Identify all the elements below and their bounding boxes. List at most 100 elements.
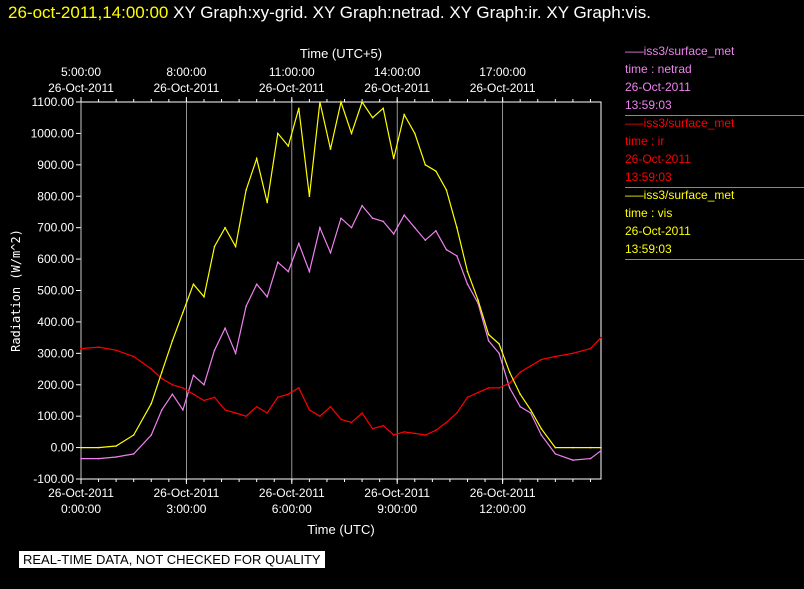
data-point-netrad — [171, 393, 174, 395]
y-tick-label: 800.00 — [37, 189, 74, 203]
data-point-netrad — [340, 217, 342, 220]
header-title: 26-oct-2011,14:00:00 XY Graph:xy-grid. X… — [8, 3, 651, 23]
data-point-ir — [529, 365, 532, 367]
data-point-netrad — [213, 349, 216, 351]
data-point-ir — [308, 409, 311, 411]
data-point-ir — [171, 383, 174, 386]
data-point-netrad — [456, 255, 458, 257]
data-point-vis — [508, 371, 511, 373]
data-point-ir — [97, 346, 100, 348]
data-point-ir — [115, 349, 117, 351]
data-point-netrad — [161, 409, 163, 411]
data-point-vis — [171, 339, 174, 342]
y-tick-label: 200.00 — [37, 378, 74, 392]
y-axis-label: Radiation (W/m^2) — [9, 229, 23, 352]
data-point-vis — [403, 113, 406, 116]
data-point-vis — [466, 270, 469, 273]
data-point-vis — [266, 201, 269, 204]
legend-series: —–iss3/surface_met — [625, 188, 735, 202]
data-point-netrad — [245, 305, 247, 308]
x-top-tick-label-time: 17:00:00 — [479, 65, 526, 79]
data-point-vis — [340, 101, 342, 103]
data-point-netrad — [572, 459, 574, 461]
data-point-netrad — [519, 405, 521, 408]
data-point-netrad — [382, 220, 384, 223]
data-point-netrad — [132, 453, 135, 455]
data-point-netrad — [319, 226, 321, 229]
y-tick-label: 900.00 — [37, 158, 74, 172]
legend-series: —–iss3/surface_met — [625, 116, 735, 130]
data-point-vis — [392, 157, 395, 160]
data-point-netrad — [234, 352, 237, 355]
data-point-vis — [255, 157, 258, 160]
data-point-ir — [445, 421, 448, 424]
data-point-netrad — [224, 327, 226, 330]
data-point-ir — [382, 424, 384, 427]
data-point-ir — [213, 396, 216, 399]
y-tick-label: 1100.00 — [32, 95, 75, 109]
y-tick-label: 700.00 — [37, 221, 74, 235]
data-point-ir — [572, 352, 574, 355]
x-top-axis-label: Time (UTC+5) — [300, 46, 382, 61]
data-point-vis — [287, 145, 290, 147]
data-point-netrad — [150, 434, 153, 436]
data-point-ir — [403, 431, 406, 433]
data-point-vis — [413, 132, 416, 135]
data-point-vis — [498, 343, 500, 345]
data-point-ir — [456, 412, 458, 414]
legend-series: —–iss3/surface_met — [625, 44, 735, 58]
header-timestamp: 26-oct-2011,14:00:00 — [8, 3, 169, 22]
x-tick-label-date: 26-Oct-2011 — [470, 486, 536, 500]
data-point-vis — [308, 195, 311, 198]
x-tick-label-date: 26-Oct-2011 — [259, 486, 325, 500]
data-point-vis — [572, 446, 574, 449]
data-point-vis — [600, 446, 602, 449]
data-point-ir — [487, 387, 490, 389]
data-point-vis — [456, 226, 458, 229]
legend-ir: —–iss3/surface_met time : ir 26-Oct-2011… — [625, 114, 804, 188]
data-point-vis — [276, 132, 279, 135]
x-tick-label-date: 26-Oct-2011 — [364, 486, 430, 500]
legend-date: 26-Oct-2011 — [625, 80, 691, 94]
data-point-ir — [508, 382, 511, 384]
data-point-netrad — [255, 283, 258, 286]
data-point-ir — [319, 415, 321, 417]
data-point-ir — [371, 427, 374, 430]
x-top-tick-label-time: 11:00:00 — [269, 65, 315, 79]
legend-divider — [625, 115, 804, 116]
legend-date: 26-Oct-2011 — [625, 224, 691, 238]
x-tick-label-time: 0:00:00 — [61, 502, 101, 516]
data-point-ir — [466, 396, 469, 399]
data-point-vis — [435, 170, 437, 172]
data-point-vis — [203, 295, 205, 298]
legend-time: 13:59:03 — [625, 170, 672, 184]
x-tick-label-time: 3:00:00 — [166, 502, 206, 516]
legend-vis: —–iss3/surface_met time : vis 26-Oct-201… — [625, 186, 804, 260]
legend-divider — [625, 259, 804, 260]
data-point-netrad — [554, 453, 557, 455]
series-line-netrad — [81, 204, 602, 461]
data-point-vis — [161, 371, 163, 373]
x-top-tick-label-date: 26-Oct-2011 — [364, 81, 430, 95]
data-point-ir — [266, 412, 269, 414]
data-point-ir — [477, 391, 479, 394]
data-point-vis — [329, 148, 332, 150]
x-top-tick-label-date: 26-Oct-2011 — [259, 81, 325, 95]
data-point-netrad — [361, 204, 363, 207]
data-point-netrad — [276, 261, 279, 264]
data-point-netrad — [529, 412, 532, 414]
data-point-ir — [132, 355, 135, 358]
legend-divider — [625, 187, 804, 188]
data-point-netrad — [182, 409, 184, 411]
data-point-ir — [150, 368, 153, 370]
data-point-vis — [224, 226, 226, 229]
data-point-netrad — [600, 449, 602, 452]
data-point-ir — [540, 358, 543, 361]
data-point-netrad — [589, 457, 592, 460]
data-point-vis — [477, 299, 479, 301]
y-tick-label: 0.00 — [51, 441, 75, 455]
y-tick-label: 100.00 — [37, 409, 74, 423]
data-point-ir — [350, 421, 353, 424]
data-point-ir — [234, 412, 237, 414]
data-point-netrad — [508, 387, 511, 389]
